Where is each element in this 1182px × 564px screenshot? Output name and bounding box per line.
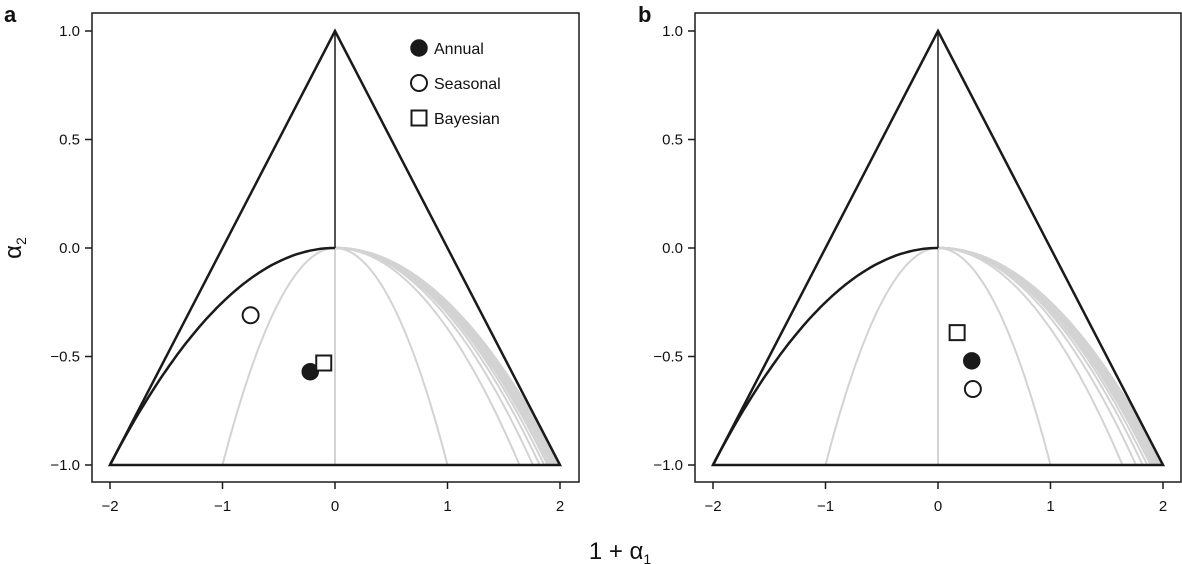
point-seasonal [963,380,982,399]
legend-marker-bayesian [410,109,428,127]
legend-item: Seasonal [410,74,501,93]
y-tick-label: 1.0 [59,23,80,40]
x-axis-title: 1 + α1 [589,538,652,564]
x-tick-label: −1 [214,498,231,515]
point-bayesian [315,354,333,372]
grey-curve [334,246,561,466]
legend-label: Seasonal [434,76,501,93]
point-annual [963,352,981,370]
grey-curve [334,246,561,466]
legend-label: Annual [434,41,484,58]
grey-curve [937,247,1052,466]
grey-curve [334,246,561,466]
y-tick-label: 0.5 [59,132,80,149]
legend-marker-annual [410,39,428,57]
legend-marker-seasonal [410,74,428,92]
boundary-parabola [711,246,938,466]
grey-curve [334,246,561,466]
stationarity-triangle [107,28,563,467]
panel-letter: b [638,2,651,27]
y-tick-label: −1.0 [653,457,683,474]
grey-curve [937,246,1165,466]
x-tick-label: 0 [934,498,942,515]
grey-curve [334,247,553,466]
x-tick-label: −1 [817,498,834,515]
y-tick-label: −0.5 [653,349,683,366]
point-annual [301,362,319,381]
grey-curve [221,247,336,466]
boundary-parabola [108,246,335,466]
grey-curve [334,246,560,466]
x-tick-label: 0 [331,498,339,515]
y-tick-label: 1.0 [662,23,683,40]
grey-curve [334,246,561,466]
legend-item: Bayesian [410,109,500,128]
x-tick-label: −2 [101,498,118,515]
grey-curve [334,247,541,466]
stationarity-triangle [710,28,1166,467]
y-tick-label: −1.0 [50,457,80,474]
panel-b: b −2 −1 0 1 2 −1.0 −0.5 0.0 0.5 1.0 [638,2,1182,515]
y-tick-label: 0.0 [662,240,683,257]
y-axis-title: α2 [0,237,29,259]
panel-letter: a [4,2,17,27]
grey-curve [334,246,560,466]
x-tick-label: 1 [443,498,451,515]
grey-curve [334,246,561,466]
grey-curves [221,246,562,466]
y-tick-label: 0.0 [59,240,80,257]
x-tick-label: −2 [704,498,721,515]
grey-curve [334,246,561,466]
grey-curve [334,246,561,466]
grey-curve [334,247,555,466]
legend-item: Annual [410,39,484,58]
grey-curve [334,247,557,466]
y-tick-label: −0.5 [50,349,80,366]
grey-curve [334,247,449,466]
grey-curves [824,246,1165,466]
y-tick-label: 0.5 [662,132,683,149]
grey-curve [334,246,561,466]
grey-curve [824,247,939,466]
legend-label: Bayesian [434,111,500,128]
x-tick-label: 2 [1159,498,1167,515]
panel-a: a −2 −1 0 1 2 −1.0 −0.5 0.0 0.5 1.0 Annual Seasonal B… [4,2,580,515]
grey-curve [334,247,549,466]
point-bayesian [948,324,966,342]
x-tick-label: 1 [1046,498,1054,515]
point-seasonal [241,306,260,325]
x-tick-label: 2 [556,498,564,515]
grey-curve [334,246,560,466]
grey-curve [334,246,562,466]
